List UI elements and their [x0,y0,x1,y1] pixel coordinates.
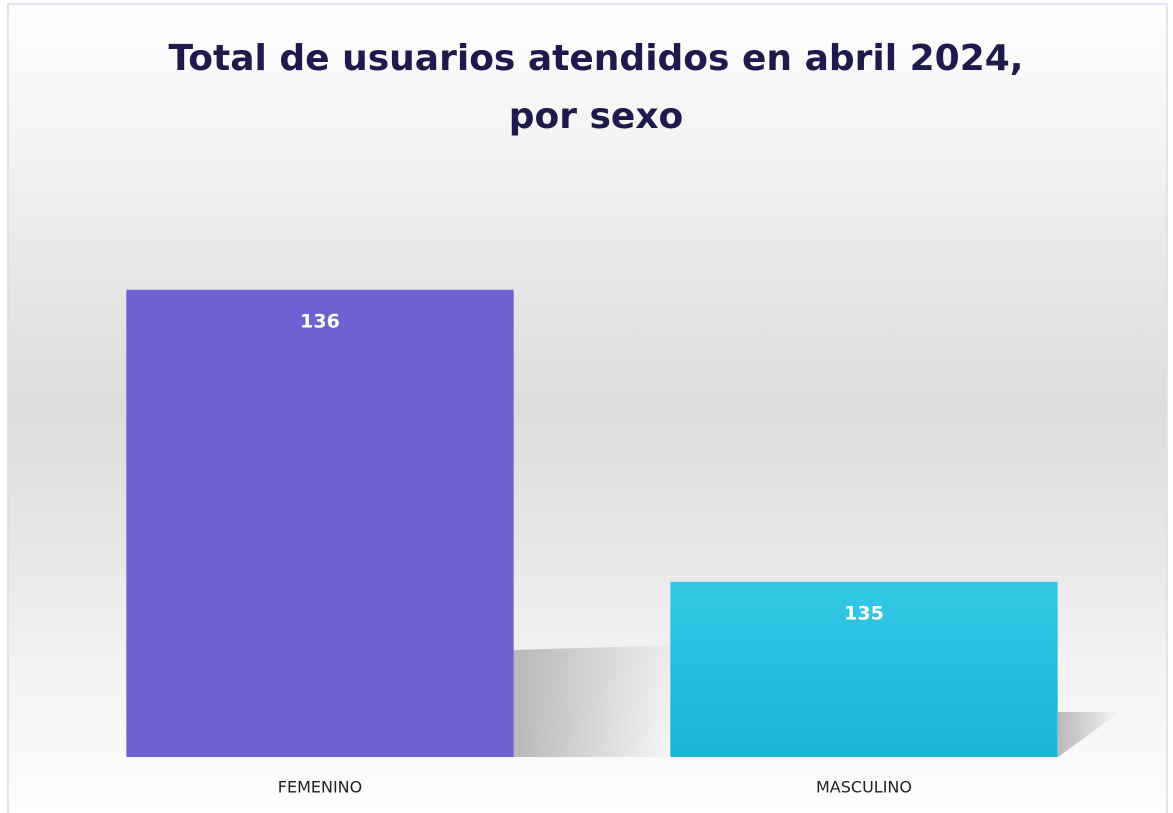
bar-shadow [1058,712,1120,757]
bar-shadow [513,645,680,757]
chart-title: Total de usuarios atendidos en abril 202… [169,38,1024,79]
bar [670,581,1058,757]
x-tick-label: FEMENINO [278,778,362,797]
chart-title: por sexo [509,96,684,137]
x-tick-label: MASCULINO [816,778,912,797]
value-label: 135 [844,602,884,624]
value-label: 136 [300,310,340,332]
bar [126,289,514,757]
